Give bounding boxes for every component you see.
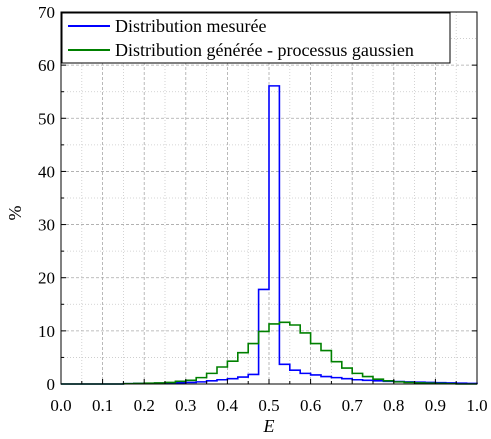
y-tick-label: 40	[38, 162, 55, 181]
x-axis-label: E	[263, 416, 275, 436]
legend-label-generated: Distribution générée - processus gaussie…	[115, 40, 414, 60]
x-tick-label: 0.0	[50, 396, 71, 415]
x-tick-labels: 0.0 0.1 0.2 0.3 0.4 0.5 0.6 0.7 0.8 0.9 1.0	[50, 396, 487, 415]
legend-box	[61, 12, 451, 64]
x-tick-label: 0.6	[300, 396, 321, 415]
legend-label-measured: Distribution mesurée	[115, 16, 266, 36]
y-tick-label: 50	[38, 109, 55, 128]
series-line-generated	[61, 321, 477, 385]
x-tick-label: 1.0	[466, 396, 487, 415]
legend: Distribution mesurée Distribution généré…	[61, 12, 451, 64]
x-tick-label: 0.9	[425, 396, 446, 415]
x-tick-label: 0.7	[342, 396, 364, 415]
x-tick-label: 0.4	[217, 396, 239, 415]
x-tick-label: 0.3	[175, 396, 196, 415]
y-tick-label: 70	[38, 3, 55, 22]
x-tick-label: 0.8	[383, 396, 404, 415]
x-tick-label: 0.2	[134, 396, 155, 415]
y-axis-label: %	[5, 206, 25, 221]
y-tick-labels: 0 10 20 30 40 50 60 70	[38, 3, 55, 394]
x-tick-label: 0.1	[92, 396, 113, 415]
y-tick-label: 20	[38, 269, 55, 288]
y-tick-label: 10	[38, 322, 55, 341]
y-tick-label: 30	[38, 216, 55, 235]
y-tick-label: 60	[38, 56, 55, 75]
y-tick-label: 0	[47, 375, 56, 394]
x-tick-label: 0.5	[258, 396, 279, 415]
